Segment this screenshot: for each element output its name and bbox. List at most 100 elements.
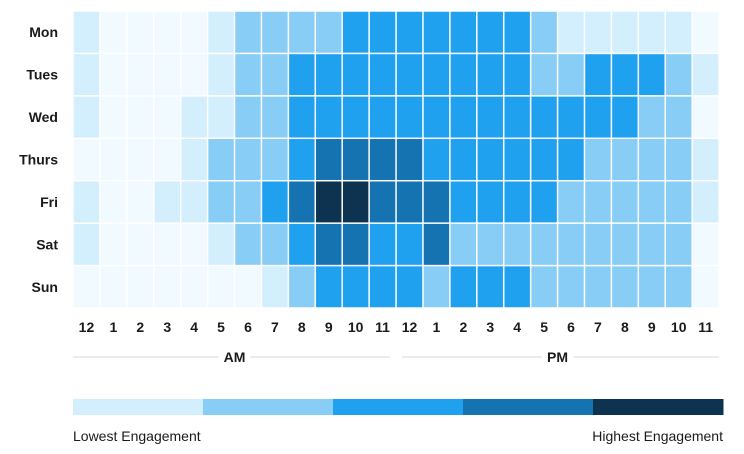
heatmap-cell [558,54,584,96]
heatmap-cell [639,54,665,96]
heatmap-cell [289,11,315,53]
heatmap-cell [208,181,234,223]
heatmap-cell [235,11,261,53]
hour-label: 1 [109,319,117,335]
heatmap-cell [692,181,719,223]
heatmap-cell [665,223,692,265]
legend-swatch [463,399,594,415]
heatmap-cell [262,266,288,308]
heatmap-cell [181,139,207,180]
heatmap-cell [316,96,342,138]
hour-label: 10 [671,319,687,335]
heatmap-cell [585,139,611,180]
heatmap-cell [369,223,396,265]
heatmap-cell [235,266,261,308]
heatmap-cell [316,223,342,265]
heatmap-cell [585,223,611,265]
heatmap-cell [531,266,557,308]
hour-label: 4 [513,319,521,335]
heatmap-cell [208,11,234,53]
heatmap-cell [585,181,611,223]
hour-label: 1 [433,319,441,335]
heatmap-cell [665,11,692,53]
heatmap-cell [423,139,450,180]
heatmap-cell [504,139,530,180]
heatmap-cell [154,181,180,223]
hour-label: 5 [540,319,548,335]
day-label: Sun [32,279,58,295]
heatmap-cell [100,96,127,138]
heatmap-cell [531,223,557,265]
heatmap-cell [154,96,180,138]
heatmap-cell [665,266,692,308]
heatmap-cell [504,266,530,308]
heatmap-cell [208,54,234,96]
heatmap-cell [477,266,503,308]
heatmap-cell [369,266,396,308]
heatmap-cell [692,266,719,308]
heatmap-cell [612,54,638,96]
hour-label: 9 [325,319,333,335]
heatmap-cell [665,181,692,223]
heatmap-cell [127,96,154,138]
heatmap-cell [181,223,207,265]
heatmap-cell [235,223,261,265]
heatmap-cell [423,96,450,138]
heatmap-cell [181,54,207,96]
heatmap-cell [477,181,503,223]
heatmap-cell [639,181,665,223]
heatmap-cell [585,266,611,308]
day-labels: Mon Tues Wed Thurs Fri Sat Sun [19,24,58,295]
heatmap-cell [235,96,261,138]
heatmap-cell [342,223,369,265]
heatmap-cell [423,181,450,223]
heatmap-cell [639,139,665,180]
heatmap-cell [396,139,423,180]
heatmap-cell [477,54,503,96]
heatmap-cell [369,181,396,223]
heatmap-cell [316,139,342,180]
heatmap-cell [208,139,234,180]
hour-label: 7 [594,319,602,335]
heatmap-cell [154,11,180,53]
hour-label: 4 [190,319,198,335]
heatmap-cell [692,223,719,265]
heatmap-cell [639,96,665,138]
heatmap-cell [316,266,342,308]
heatmap-cell [342,139,369,180]
heatmap-cell [289,223,315,265]
heatmap-cell [154,139,180,180]
hour-label: 6 [244,319,252,335]
heatmap-cell [558,11,584,53]
hour-label: 3 [163,319,171,335]
heatmap-cell [342,266,369,308]
heatmap-cell [692,96,719,138]
heatmap-cell [558,96,584,138]
heatmap-cell [73,139,100,180]
heatmap-cell [100,54,127,96]
heatmap-cell [504,96,530,138]
hour-label: 11 [698,319,713,335]
heatmap-cell [477,139,503,180]
heatmap-cell [127,223,154,265]
heatmap-cell [127,266,154,308]
heatmap-cell [235,54,261,96]
heatmap-cell [531,181,557,223]
heatmap-cell [504,181,530,223]
hour-label: 9 [648,319,656,335]
heatmap-cell [154,54,180,96]
day-label: Mon [29,24,58,40]
heatmap-cell [181,181,207,223]
heatmap-cell [558,266,584,308]
heatmap-cell [100,11,127,53]
heatmap-cell [73,96,100,138]
heatmap-cell [423,223,450,265]
heatmap-cell [612,11,638,53]
heatmap-cell [639,266,665,308]
heatmap-cell [369,96,396,138]
heatmap-cell [692,11,719,53]
heatmap-cell [73,54,100,96]
heatmap-cell [396,266,423,308]
hour-label: 2 [136,319,144,335]
